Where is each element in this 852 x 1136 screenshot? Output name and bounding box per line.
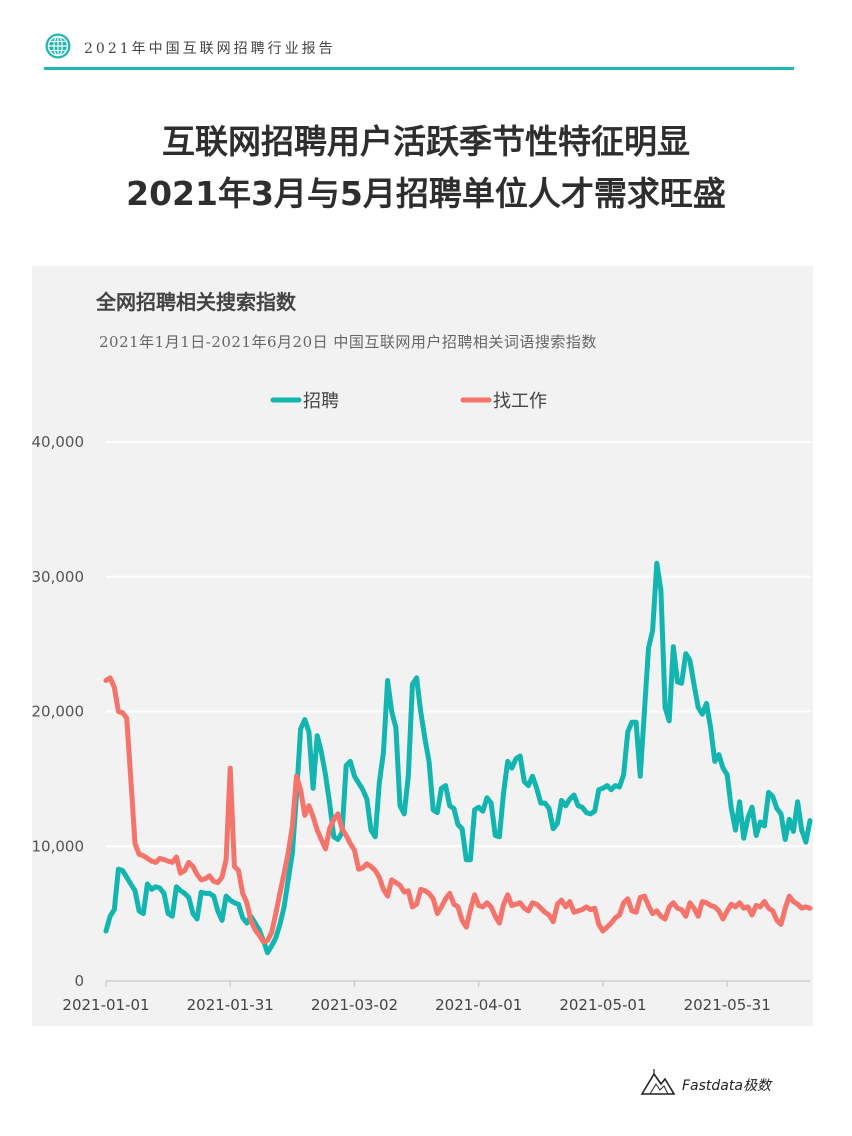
report-title: 2021年中国互联网招聘行业报告 (84, 41, 336, 57)
globe-icon (45, 33, 71, 59)
y-tick-label: 30,000 (32, 568, 85, 586)
y-tick-label: 20,000 (32, 703, 85, 721)
footer-brand: Fastdata极数 (682, 1078, 771, 1094)
legend-label-job-search: 找工作 (493, 391, 547, 412)
page-title: 互联网招聘用户活跃季节性特征明显 2021年3月与5月招聘单位人才需求旺盛 (0, 116, 852, 220)
series-line-recruit (103, 560, 813, 956)
header-divider (44, 67, 794, 70)
mountain-logo-icon (640, 1069, 676, 1095)
chart-title: 全网招聘相关搜索指数 (96, 290, 296, 314)
y-tick-label: 0 (74, 972, 84, 990)
x-tick-label: 2021-03-02 (311, 996, 398, 1014)
x-tick-label: 2021-01-01 (62, 996, 149, 1014)
x-tick-label: 2021-05-01 (559, 996, 646, 1014)
y-tick-label: 10,000 (32, 837, 85, 855)
report-header: 2021年中国互联网招聘行业报告 (44, 32, 794, 62)
legend-label-recruit: 招聘 (303, 391, 339, 412)
page-title-line-2: 2021年3月与5月招聘单位人才需求旺盛 (126, 174, 726, 213)
series-line-job-search (103, 675, 813, 945)
chart-subtitle: 2021年1月1日-2021年6月20日 中国互联网用户招聘相关词语搜索指数 (99, 333, 597, 351)
x-tick-label: 2021-04-01 (435, 996, 522, 1014)
page-title-line-1: 互联网招聘用户活跃季节性特征明显 (162, 122, 690, 161)
x-tick-label: 2021-01-31 (187, 996, 274, 1014)
x-tick-label: 2021-05-31 (684, 996, 771, 1014)
chart-panel (32, 266, 813, 1026)
y-tick-label: 40,000 (32, 433, 85, 451)
